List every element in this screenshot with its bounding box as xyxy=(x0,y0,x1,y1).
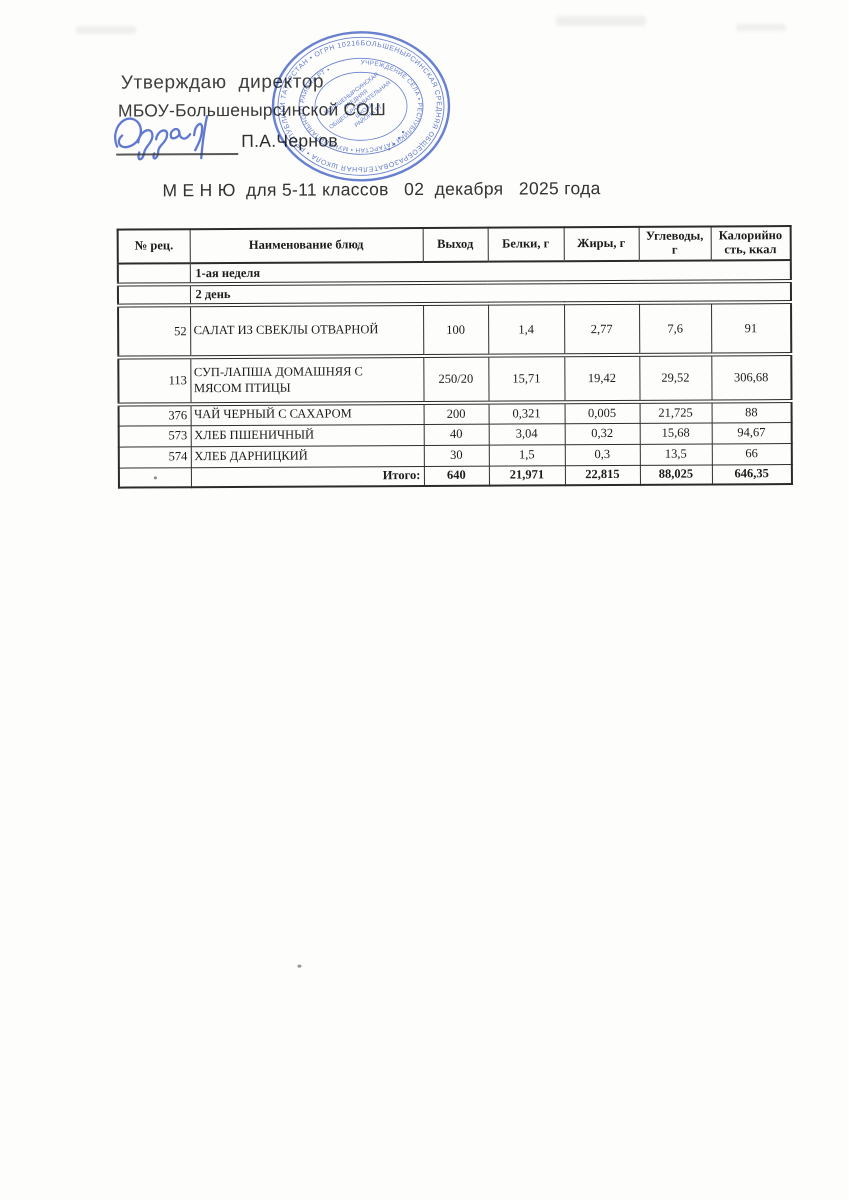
total-output: 640 xyxy=(423,465,489,486)
protein-value: 1,5 xyxy=(488,444,565,466)
output-value: 200 xyxy=(423,402,489,424)
recipe-no: 52 xyxy=(118,305,191,358)
total-protein: 21,971 xyxy=(488,465,565,486)
protein-value: 3,04 xyxy=(488,423,565,445)
table-row: 113 СУП-ЛАПША ДОМАШНЯЯ С МЯСОМ ПТИЦЫ 250… xyxy=(118,354,792,405)
calories-value: 88 xyxy=(711,401,792,423)
column-header-calories: Калорийно сть, ккал xyxy=(710,226,791,261)
scan-speck xyxy=(297,964,302,968)
dish-name: ЧАЙ ЧЕРНЫЙ С САХАРОМ xyxy=(190,402,424,426)
official-stamp-icon: БОЛЬШЕНЫРСИНСКАЯ СРЕДНЯЯ ОБЩЕОБРАЗОВАТЕЛ… xyxy=(266,26,451,182)
output-value: 250/20 xyxy=(423,355,489,403)
column-header-recipe-no: № рец. xyxy=(117,229,190,264)
empty-cell xyxy=(117,284,191,306)
scan-smudge xyxy=(76,26,136,34)
fat-value: 0,005 xyxy=(564,401,640,424)
fat-value: 19,42 xyxy=(564,354,640,403)
document-title: М Е Н Ю для 5-11 классов 02 декабря 2025… xyxy=(162,178,601,201)
column-header-carbs: Углеводы, г xyxy=(638,226,711,261)
column-header-protein: Белки, г xyxy=(487,227,564,262)
total-carbs: 88,025 xyxy=(639,464,712,485)
dish-name: САЛАТ ИЗ СВЕКЛЫ ОТВАРНОЙ xyxy=(190,303,424,358)
protein-value: 1,4 xyxy=(488,303,565,356)
calories-value: 91 xyxy=(711,302,792,355)
output-value: 30 xyxy=(423,444,489,466)
dish-name: ХЛЕБ ПШЕНИЧНЫЙ xyxy=(190,423,424,447)
carbs-value: 7,6 xyxy=(639,302,712,355)
protein-value: 15,71 xyxy=(488,355,565,403)
recipe-no: 376 xyxy=(118,404,191,426)
carbs-value: 21,725 xyxy=(639,401,712,423)
column-header-output: Выход xyxy=(422,227,488,262)
menu-table: № рец. Наименование блюд Выход Белки, г … xyxy=(116,225,793,489)
carbs-value: 29,52 xyxy=(639,354,712,402)
calories-value: 306,68 xyxy=(711,354,792,402)
carbs-value: 15,68 xyxy=(639,422,712,444)
recipe-no: 113 xyxy=(118,357,191,405)
column-header-fat: Жиры, г xyxy=(563,226,639,262)
column-header-dish-name: Наименование блюд xyxy=(189,227,423,264)
fat-value: 0,3 xyxy=(564,443,640,466)
fat-value: 0,32 xyxy=(564,422,640,445)
protein-value: 0,321 xyxy=(488,402,565,424)
scan-speck-cell xyxy=(118,467,191,488)
scan-smudge xyxy=(556,16,646,26)
calories-value: 94,67 xyxy=(711,422,792,444)
scan-smudge xyxy=(736,24,786,31)
output-value: 100 xyxy=(423,303,489,356)
empty-cell xyxy=(117,263,190,285)
table-row: 52 САЛАТ ИЗ СВЕКЛЫ ОТВАРНОЙ 100 1,4 2,77… xyxy=(118,302,792,358)
scan-speck xyxy=(153,476,157,480)
calories-value: 66 xyxy=(711,443,792,465)
signature-scribble xyxy=(114,114,209,161)
fat-value: 2,77 xyxy=(564,302,640,356)
dish-name: ХЛЕБ ДАРНИЦКИЙ xyxy=(190,444,424,468)
recipe-no: 573 xyxy=(118,425,191,447)
recipe-no: 574 xyxy=(118,446,191,468)
table-header-row: № рец. Наименование блюд Выход Белки, г … xyxy=(117,226,791,264)
carbs-value: 13,5 xyxy=(639,443,712,465)
output-value: 40 xyxy=(423,423,489,445)
total-label: Итого: xyxy=(190,465,424,488)
total-row: Итого: 640 21,971 22,815 88,025 646,35 xyxy=(118,464,792,488)
dish-name: СУП-ЛАПША ДОМАШНЯЯ С МЯСОМ ПТИЦЫ xyxy=(190,355,424,405)
total-fat: 22,815 xyxy=(564,464,640,486)
total-calories: 646,35 xyxy=(711,464,792,485)
